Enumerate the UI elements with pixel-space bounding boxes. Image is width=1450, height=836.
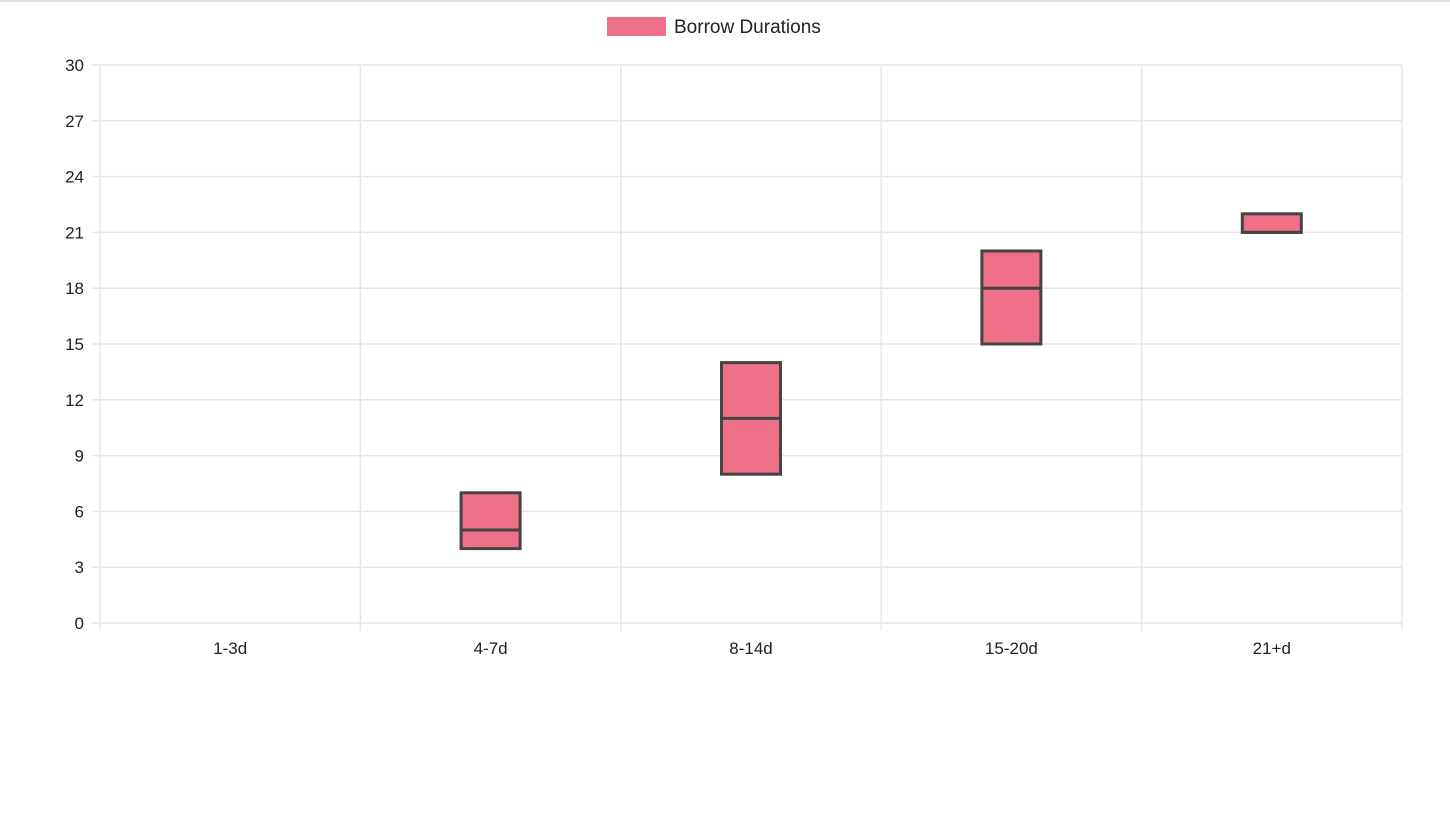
legend-label: Borrow Durations [674, 17, 821, 38]
x-tick-label: 1-3d [213, 639, 247, 658]
y-tick-label: 27 [65, 112, 84, 131]
legend[interactable]: Borrow Durations [607, 17, 821, 38]
top-border [0, 0, 1450, 2]
y-tick-label: 30 [65, 56, 84, 75]
y-tick-label: 3 [75, 558, 84, 577]
y-tick-label: 21 [65, 223, 84, 242]
x-tick-label: 4-7d [474, 639, 508, 658]
x-tick-label: 8-14d [729, 639, 772, 658]
grid [92, 64, 1403, 631]
y-tick-label: 12 [65, 391, 84, 410]
boxes [459, 212, 1303, 551]
legend-swatch [607, 17, 666, 36]
y-axis: 0 3 6 9 12 15 18 21 24 27 30 [65, 56, 84, 633]
x-tick-label: 15-20d [985, 639, 1038, 658]
x-tick-label: 21+d [1253, 639, 1291, 658]
y-tick-label: 18 [65, 279, 84, 298]
x-axis: 1-3d 4-7d 8-14d 15-20d 21+d [213, 639, 1291, 658]
box [459, 491, 522, 551]
y-tick-label: 24 [65, 168, 84, 187]
y-tick-label: 15 [65, 335, 84, 354]
y-tick-label: 9 [75, 447, 84, 466]
box [980, 249, 1043, 346]
y-tick-label: 6 [75, 502, 84, 521]
box [1240, 212, 1303, 234]
y-tick-label: 0 [75, 614, 84, 633]
